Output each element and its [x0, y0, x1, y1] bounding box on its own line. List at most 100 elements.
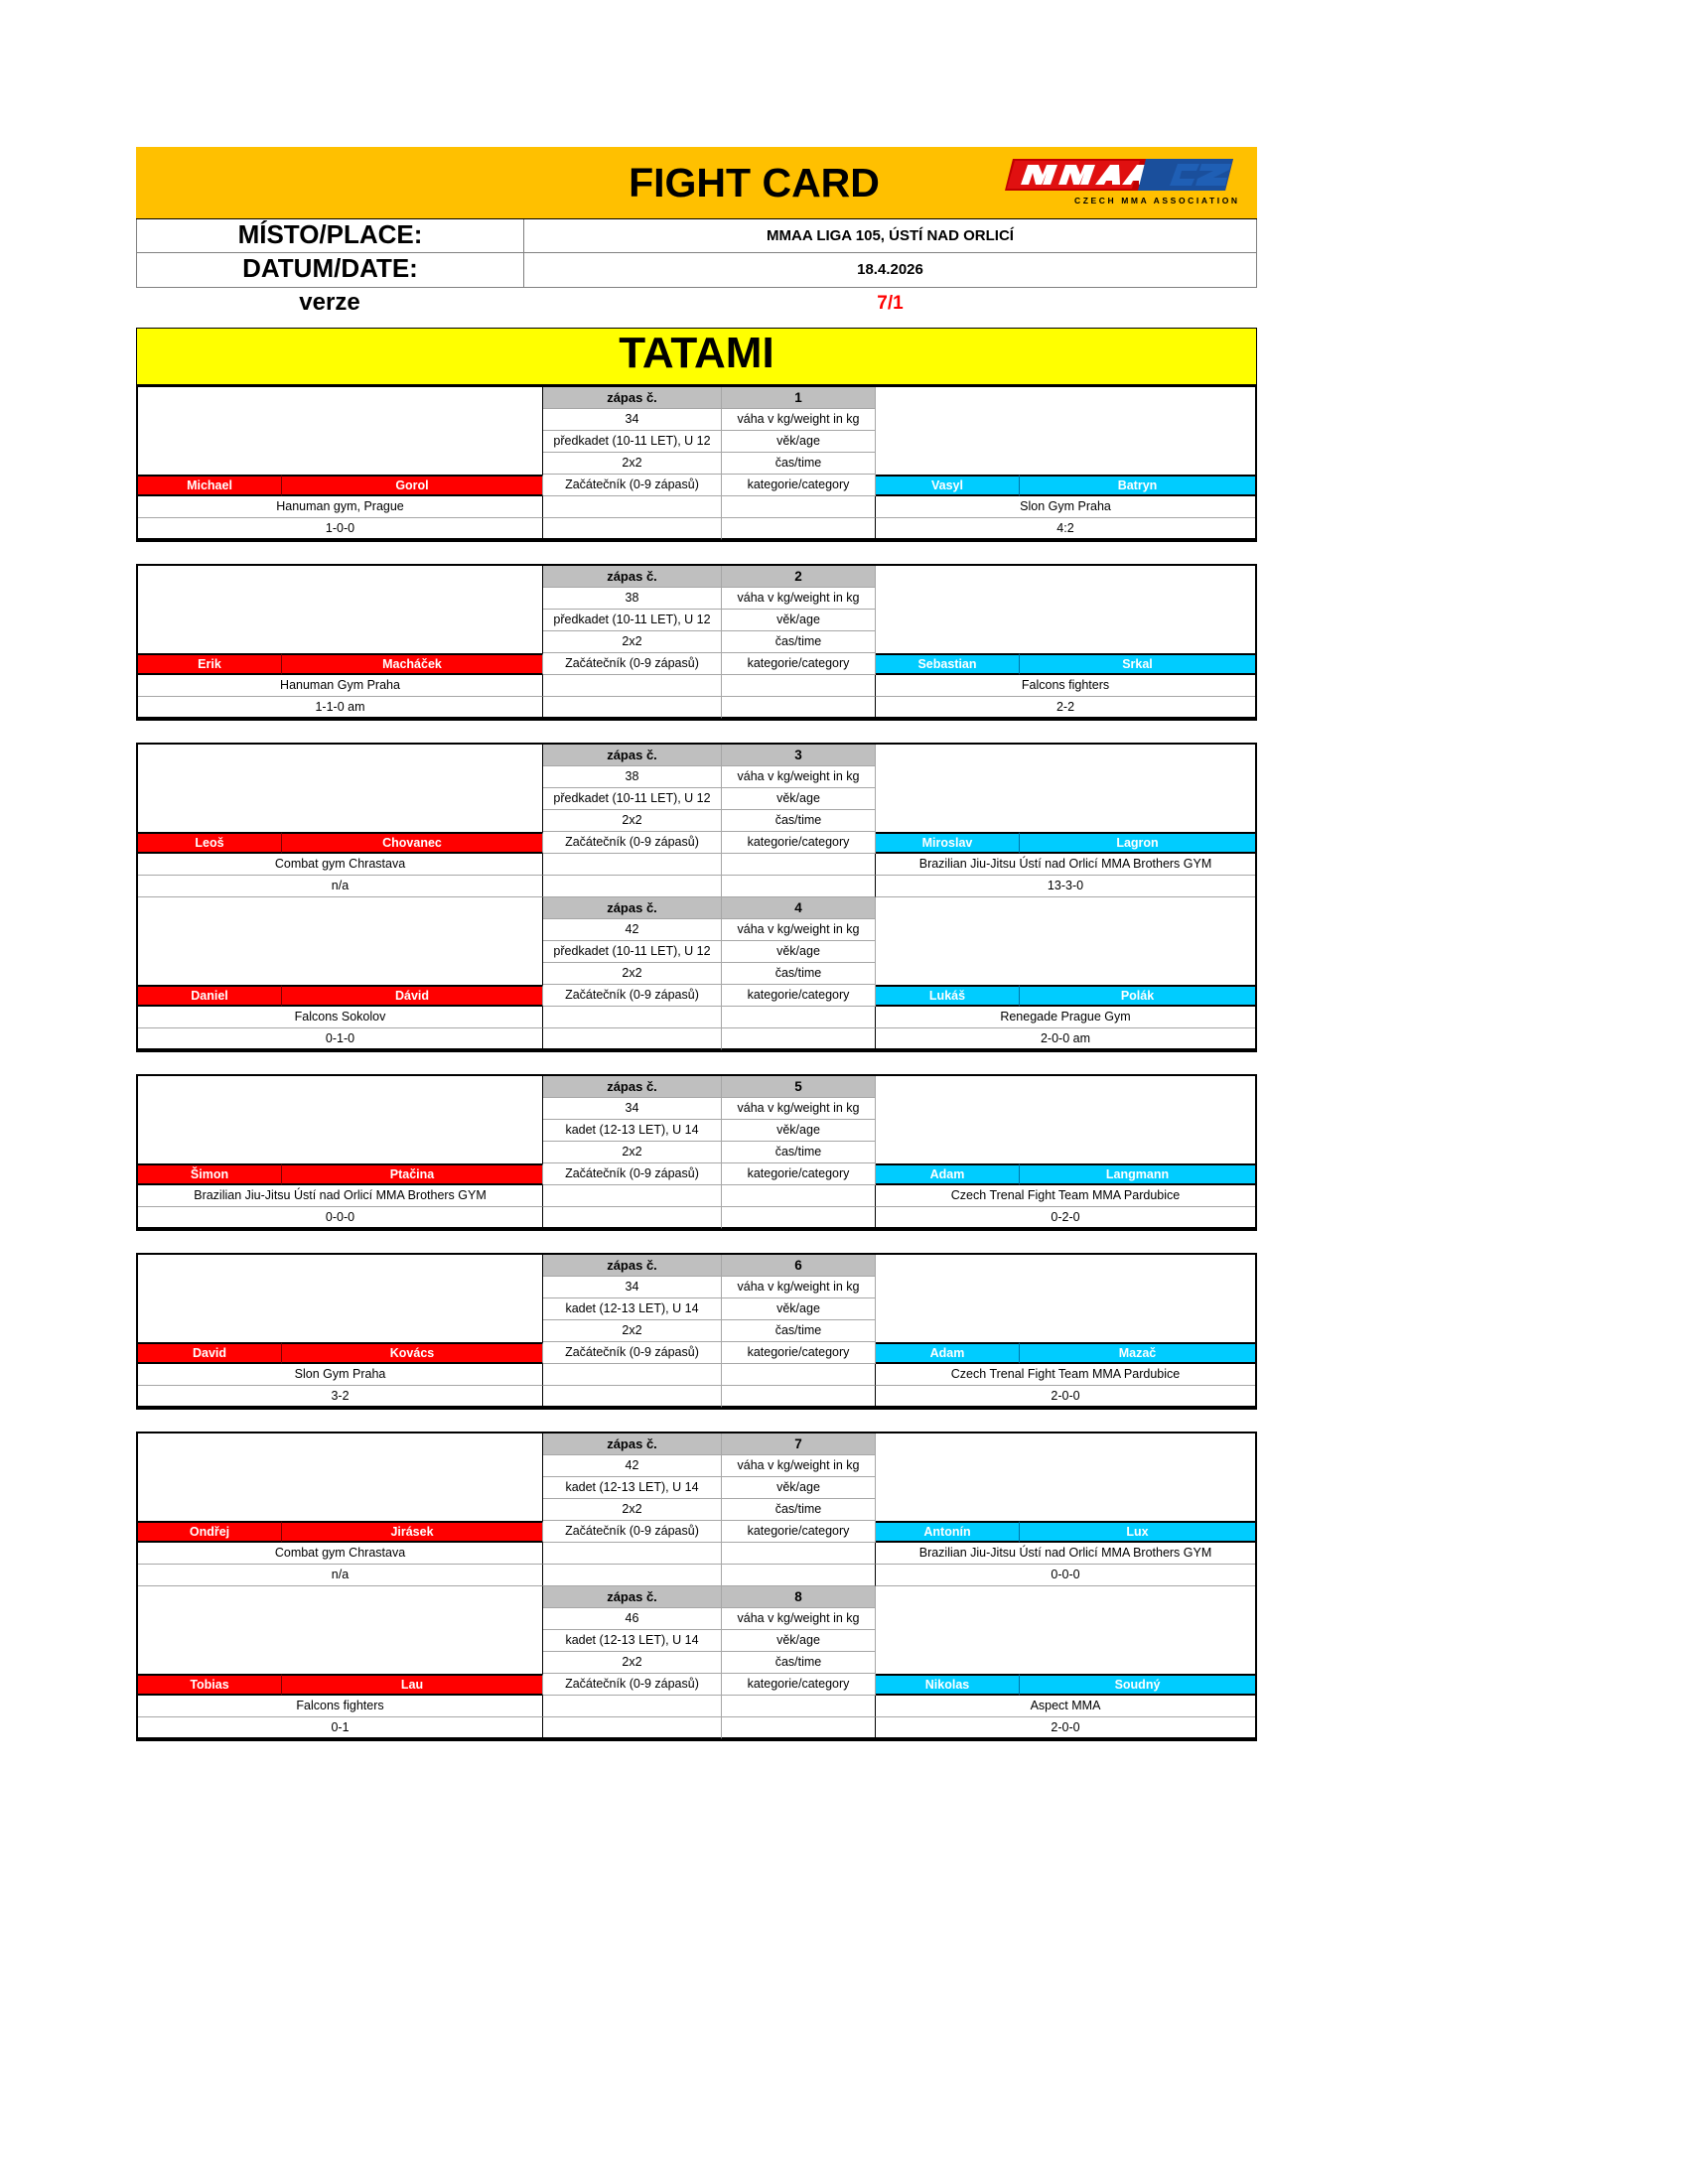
right-fighter-spacer	[876, 1585, 1255, 1608]
teams-filler-right	[722, 1184, 876, 1207]
teams-filler-right	[722, 853, 876, 876]
records-filler-left	[543, 1564, 722, 1586]
blue-fighter-first-name: Adam	[876, 1341, 1020, 1364]
red-fighter-record: 3-2	[138, 1385, 543, 1408]
time-value: 2x2	[543, 1651, 722, 1674]
time-value: 2x2	[543, 452, 722, 475]
right-fighter-spacer	[876, 765, 1255, 788]
match-number-value: 2	[722, 565, 876, 588]
fight-row-teams: Brazilian Jiu-Jitsu Ústí nad Orlicí MMA …	[138, 1184, 1255, 1207]
right-fighter-spacer	[876, 1119, 1255, 1142]
red-fighter-last-name: Chovanec	[282, 831, 543, 854]
block-gap	[136, 721, 1257, 743]
records-filler-left	[543, 1206, 722, 1229]
block-gap	[136, 1410, 1257, 1432]
fight-row-time: 2x2 čas/time	[138, 809, 1255, 832]
left-fighter-spacer	[138, 386, 543, 409]
category-label: kategorie/category	[722, 1341, 876, 1364]
teams-filler-left	[543, 674, 722, 697]
category-value: Začátečník (0-9 zápasů)	[543, 831, 722, 854]
left-fighter-spacer	[138, 1276, 543, 1298]
red-fighter-team: Falcons Sokolov	[138, 1006, 543, 1028]
blue-fighter-record: 2-0-0	[876, 1716, 1255, 1739]
fight-row-match-number: zápas č. 6	[138, 1254, 1255, 1277]
fight-row-records: n/a 0-0-0	[138, 1564, 1255, 1586]
category-value: Začátečník (0-9 zápasů)	[543, 1673, 722, 1696]
time-value: 2x2	[543, 630, 722, 653]
left-fighter-spacer	[138, 809, 543, 832]
age-label: věk/age	[722, 1629, 876, 1652]
weight-label: váha v kg/weight in kg	[722, 1097, 876, 1120]
right-fighter-spacer	[876, 565, 1255, 588]
left-fighter-spacer	[138, 408, 543, 431]
blue-fighter-record: 4:2	[876, 517, 1255, 540]
weight-label: váha v kg/weight in kg	[722, 408, 876, 431]
right-fighter-spacer	[876, 452, 1255, 475]
red-fighter-team: Combat gym Chrastava	[138, 1542, 543, 1565]
records-filler-left	[543, 1716, 722, 1739]
fight-row-names: Leoš Chovanec Začátečník (0-9 zápasů) kateg…	[138, 831, 1255, 854]
teams-filler-left	[543, 853, 722, 876]
weight-value: 34	[543, 1097, 722, 1120]
teams-filler-left	[543, 1363, 722, 1386]
match-number-value: 5	[722, 1075, 876, 1098]
match-number-label: zápas č.	[543, 386, 722, 409]
fight-row-records: 3-2 2-0-0	[138, 1385, 1255, 1408]
left-fighter-spacer	[138, 1454, 543, 1477]
right-fighter-spacer	[876, 1097, 1255, 1120]
fight-row-teams: Combat gym Chrastava Brazilian Jiu-Jitsu …	[138, 1542, 1255, 1565]
date-value: 18.4.2026	[857, 261, 923, 279]
fight-row-weight: 34 váha v kg/weight in kg	[138, 408, 1255, 431]
right-fighter-spacer	[876, 1607, 1255, 1630]
fight-row-teams: Combat gym Chrastava Brazilian Jiu-Jitsu …	[138, 853, 1255, 876]
match-number-label: zápas č.	[543, 1075, 722, 1098]
right-fighter-spacer	[876, 1498, 1255, 1521]
red-fighter-first-name: Ondřej	[138, 1520, 282, 1543]
time-label: čas/time	[722, 452, 876, 475]
fight-row-names: Ondřej Jirásek Začátečník (0-9 zápasů) kate…	[138, 1520, 1255, 1543]
right-fighter-spacer	[876, 1476, 1255, 1499]
place-value: MMAA LIGA 105, ÚSTÍ NAD ORLICÍ	[767, 227, 1014, 245]
blue-fighter-team: Brazilian Jiu-Jitsu Ústí nad Orlicí MMA …	[876, 1542, 1255, 1565]
version-row: verze 7/1	[136, 288, 1257, 320]
red-fighter-first-name: Michael	[138, 474, 282, 496]
fight-block: zápas č. 1 34 váha v kg/weight in kg předkad…	[136, 384, 1257, 542]
weight-label: váha v kg/weight in kg	[722, 1276, 876, 1298]
blue-fighter-first-name: Antonín	[876, 1520, 1020, 1543]
category-value: Začátečník (0-9 zápasů)	[543, 1520, 722, 1543]
fight-row-names: Michael Gorol Začátečník (0-9 zápasů) kateg…	[138, 474, 1255, 496]
category-label: kategorie/category	[722, 831, 876, 854]
teams-filler-left	[543, 1542, 722, 1565]
teams-filler-left	[543, 495, 722, 518]
left-fighter-spacer	[138, 1651, 543, 1674]
version-value: 7/1	[877, 292, 904, 314]
red-fighter-team: Falcons fighters	[138, 1695, 543, 1717]
left-fighter-spacer	[138, 1075, 543, 1098]
red-fighter-first-name: David	[138, 1341, 282, 1364]
blue-fighter-last-name: Langmann	[1020, 1162, 1255, 1185]
blue-fighter-last-name: Lux	[1020, 1520, 1255, 1543]
left-fighter-spacer	[138, 1119, 543, 1142]
right-fighter-spacer	[876, 1433, 1255, 1455]
match-number-label: zápas č.	[543, 565, 722, 588]
weight-value: 38	[543, 765, 722, 788]
fight-row-weight: 42 váha v kg/weight in kg	[138, 918, 1255, 941]
time-label: čas/time	[722, 962, 876, 985]
fight-card-sheet: FIGHT CARD CZECH MM	[136, 147, 1257, 1741]
fight-row-names: Šimon Ptačina Začátečník (0-9 zápasů) kateg…	[138, 1162, 1255, 1185]
left-fighter-spacer	[138, 744, 543, 766]
fight-row-age: kadet (12-13 LET), U 14 věk/age	[138, 1297, 1255, 1320]
blue-fighter-record: 2-0-0	[876, 1385, 1255, 1408]
fight-row-age: předkadet (10-11 LET), U 12 věk/age	[138, 430, 1255, 453]
version-label: verze	[299, 288, 360, 316]
fight-row-match-number: zápas č. 7	[138, 1433, 1255, 1455]
fight-row-teams: Falcons Sokolov Renegade Prague Gym	[138, 1006, 1255, 1028]
red-fighter-record: n/a	[138, 875, 543, 897]
left-fighter-spacer	[138, 1141, 543, 1163]
red-fighter-first-name: Šimon	[138, 1162, 282, 1185]
age-label: věk/age	[722, 609, 876, 631]
left-fighter-spacer	[138, 1498, 543, 1521]
red-fighter-last-name: Kovács	[282, 1341, 543, 1364]
blue-fighter-team: Aspect MMA	[876, 1695, 1255, 1717]
